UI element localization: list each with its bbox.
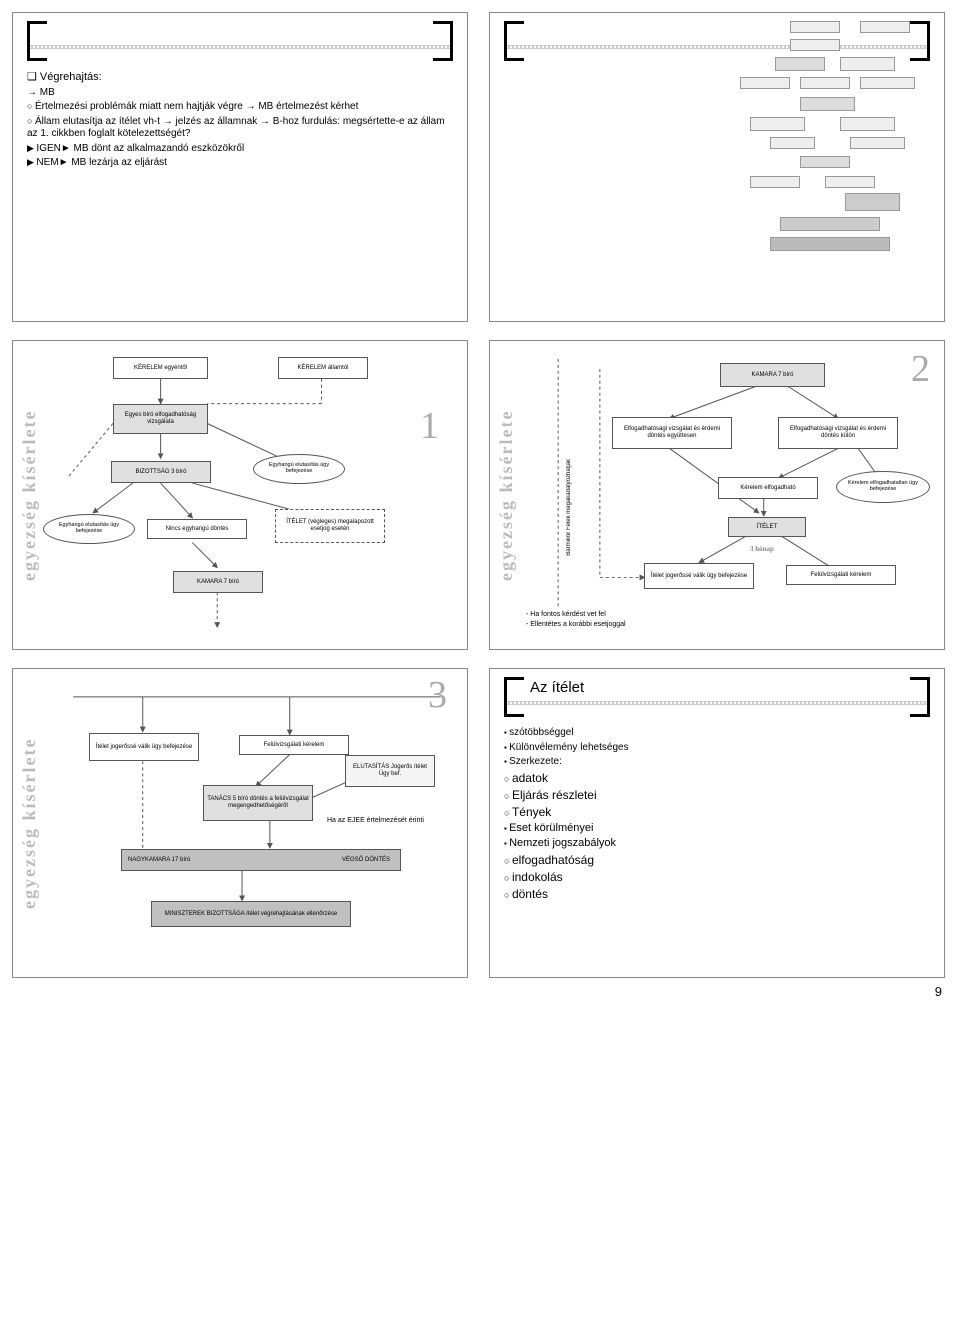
s1-b1: Végrehajtás:: [27, 71, 453, 85]
s5-n6: MINISZTEREK BIZOTTSÁGA ítélet végrehajtá…: [151, 901, 351, 927]
s4-n1: KAMARA 7 bíró: [720, 363, 825, 387]
s4-note2: - Ellentétes a korábbi esetjoggal: [526, 621, 626, 629]
s6-b1: szótöbbséggel: [504, 727, 930, 740]
s4-n4: Kérelem elfogadható: [718, 477, 818, 499]
s3-n7: Nincs egyhangú döntés: [147, 519, 247, 539]
slide1-body: Végrehajtás: → MB Értelmezési problémák …: [27, 69, 453, 311]
slide4-flow: KAMARA 7 bíró Elfogadhatósági vizsgálat …: [520, 349, 934, 641]
slide-4: egyezség kísérlete KAMARA 7 bíró Elfogad…: [489, 340, 945, 650]
connectors: [43, 349, 457, 641]
s3-n4: BIZOTTSÁG 3 bíró: [111, 461, 211, 483]
slide3-flow: KÉRELEM egyéntől KÉRELEM államtól Egyes …: [43, 349, 457, 641]
slide-3: egyezség kísérlete KÉRELEM egyéntől KÉRE…: [12, 340, 468, 650]
slide2-tiny-flow: [730, 21, 930, 311]
bracket-bar: Az ítélet: [504, 677, 930, 721]
s6-b3e: indokolás: [504, 870, 930, 885]
s1-b4: IGEN► MB dönt az alkalmazandó eszközökrő…: [27, 143, 453, 156]
s5-n5a: VÉGSŐ DÖNTÉS: [342, 857, 390, 864]
s6-b3c: Tények: [504, 805, 930, 820]
s5-n4: ELUTASÍTÁS Jogerős ítélet Ügy bef.: [345, 755, 435, 787]
s4-n7: Ítélet jogerőssé válik ügy befejezése: [644, 563, 754, 589]
s4-note1: - Ha fontos kérdést vet fel: [526, 611, 606, 619]
s5-n2: Felülvizsgálati kérelem: [239, 735, 349, 755]
s3-n8: ÍTÉLET (végleges) megalapozott esetjog e…: [275, 509, 385, 543]
s3-n5: Egyhangú elutasítás ügy befejezése: [253, 454, 345, 484]
s5-bignum: 3: [428, 673, 447, 717]
s3-n9: KAMARA 7 bíró: [173, 571, 263, 593]
s3-n3: Egyes bíró elfogadhatóság vizsgálata: [113, 404, 208, 434]
slide5-flow: Ítélet jogerőssé válik ügy befejezése Fe…: [43, 677, 457, 969]
s4-n5: Kérelem elfogadhatatlan ügy befejezése: [836, 471, 930, 503]
s6-b3b: Eljárás részletei: [504, 788, 930, 803]
s4-n6: ÍTÉLET: [728, 517, 806, 537]
s3-n6: Egyhangú elutasítás ügy befejezése: [43, 514, 135, 544]
s6-b3c2: Nemzeti jogszabályok: [504, 837, 930, 851]
s4-n2: Elfogadhatósági vizsgálat és érdemi dönt…: [612, 417, 732, 449]
s5-n5-label: NAGYKAMARA 17 bíró: [128, 857, 190, 864]
s6-b2: Különvélemény lehetséges: [504, 742, 930, 755]
s6-b3d: elfogadhatóság: [504, 853, 930, 868]
s1-b3: Állam elutasítja az ítélet vh-t → jelzés…: [27, 116, 453, 141]
s3-n2: KÉRELEM államtól: [278, 357, 368, 379]
s6-b3a: adatok: [504, 771, 930, 786]
slide-2: [489, 12, 945, 322]
s4-bignum: 2: [911, 347, 930, 391]
vbar-label: egyezség kísérlete: [496, 349, 512, 641]
s5-n1: Ítélet jogerőssé válik ügy befejezése: [89, 733, 199, 761]
slide6-body: szótöbbséggel Különvélemény lehetséges S…: [504, 725, 930, 967]
s5-n3: TANÁCS 5 bíró döntés a felülvizsgálat me…: [203, 785, 313, 821]
s1-b2: Értelmezési problémák miatt nem hajtják …: [27, 101, 453, 114]
s4-n3: Elfogadhatósági vizsgálat és érdemi dönt…: [778, 417, 898, 449]
s5-n5: NAGYKAMARA 17 bíró VÉGSŐ DÖNTÉS: [121, 849, 401, 871]
s3-n1: KÉRELEM egyéntől: [113, 357, 208, 379]
s3-bignum: 1: [420, 404, 439, 448]
s1-b1a: → MB: [27, 87, 453, 100]
vbar-label: egyezség kísérlete: [19, 349, 35, 641]
s1-b5: NEM► MB lezárja az eljárást: [27, 157, 453, 170]
s6-b3f: döntés: [504, 887, 930, 902]
s4-n8: Felülvizsgálati kérelem: [786, 565, 896, 585]
vbar-label: egyezség kísérlete: [19, 677, 35, 969]
s6-title: Az ítélet: [530, 679, 584, 696]
s4-3h: 3 hónap: [750, 545, 774, 553]
s6-b3c1: Eset körülményei: [504, 822, 930, 836]
slide-1: Végrehajtás: → MB Értelmezési problémák …: [12, 12, 468, 322]
slide-6: Az ítélet szótöbbséggel Különvélemény le…: [489, 668, 945, 978]
slides-grid: Végrehajtás: → MB Értelmezési problémák …: [12, 12, 948, 978]
s4-side: Bármikor Felek megakadályozhatják: [566, 459, 572, 556]
slide-5: egyezség kísérlete Ítélet jogerőssé váli…: [12, 668, 468, 978]
s5-ann: Ha az EJEE értelmezését érinti: [327, 817, 424, 824]
page-number: 9: [12, 984, 942, 999]
s6-b3: Szerkezete:: [504, 756, 930, 769]
bracket-bar: [27, 21, 453, 65]
